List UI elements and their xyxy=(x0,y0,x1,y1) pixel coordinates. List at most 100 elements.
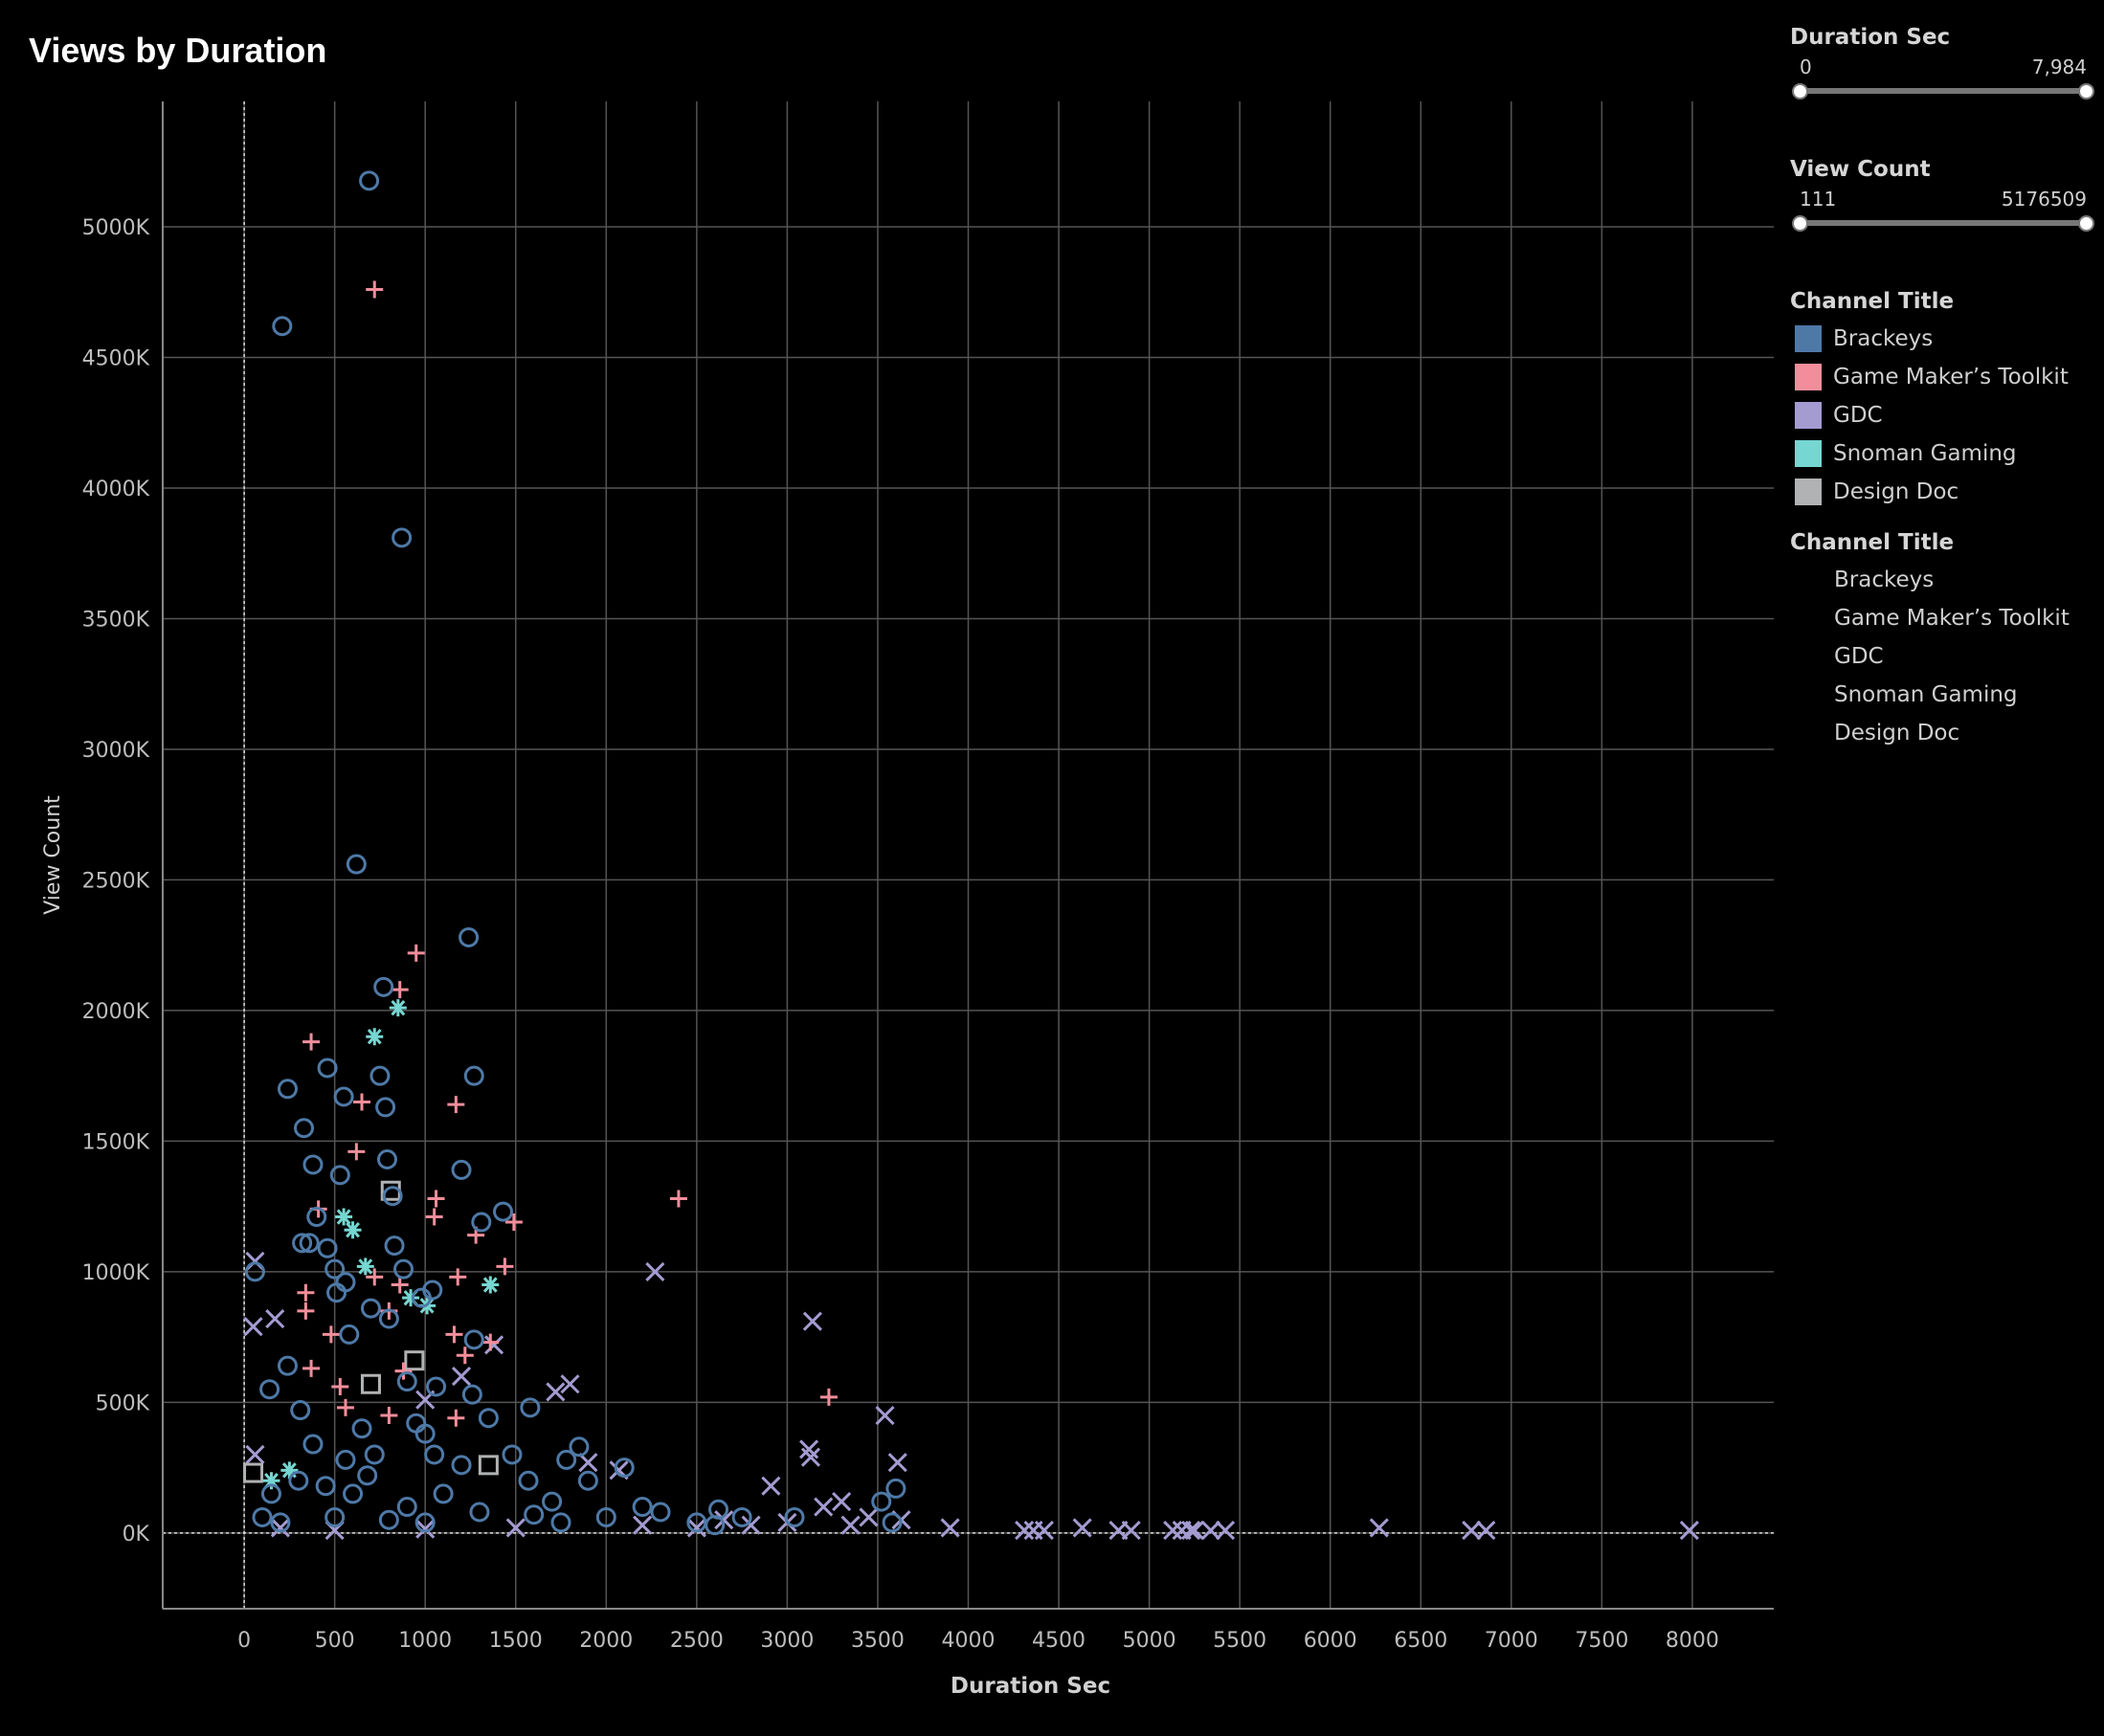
data-point-plus xyxy=(449,1268,467,1286)
data-point-circle xyxy=(577,1470,598,1491)
data-point-circle xyxy=(396,1497,417,1518)
shape-legend-item[interactable]: Game Maker’s Toolkit xyxy=(1834,606,2070,631)
legend-swatch xyxy=(1795,440,1822,467)
data-point-plus xyxy=(366,1268,384,1286)
axis-labels: 0 500 1000 1500 2000 2500 3000 3500 4000 4500 5000… xyxy=(41,216,1719,1699)
data-point-plus xyxy=(347,1143,366,1161)
slider-min-handle[interactable] xyxy=(1792,215,1808,232)
data-point-plus xyxy=(391,981,409,999)
legend-label: Game Maker’s Toolkit xyxy=(1833,365,2069,389)
data-point-x xyxy=(940,1518,960,1538)
shape-legend-item[interactable]: GDC xyxy=(1834,644,1884,669)
x-tick-label: 6000 xyxy=(1304,1629,1357,1653)
data-point-x xyxy=(1215,1521,1236,1541)
data-point-plus xyxy=(394,1362,413,1380)
scatter-plot: 0 500 1000 1500 2000 2500 3000 3500 4000 4500 5000… xyxy=(41,101,1774,1699)
shape-legend-item[interactable]: Snoman Gaming xyxy=(1834,682,2018,707)
y-tick-label: 0K xyxy=(123,1523,150,1547)
x-tick-label: 1500 xyxy=(489,1629,543,1653)
data-point-plus xyxy=(302,1359,321,1377)
data-point-plus xyxy=(407,944,425,962)
data-point-circle xyxy=(414,1512,436,1533)
legend-swatch xyxy=(1795,364,1822,390)
data-point-x xyxy=(840,1515,861,1535)
slider-max-handle[interactable] xyxy=(2078,83,2094,100)
data-point-circle xyxy=(360,1298,381,1319)
data-point-circle xyxy=(524,1504,545,1525)
data-point-asterisk xyxy=(262,1472,280,1490)
slider-max-handle[interactable] xyxy=(2078,215,2094,232)
data-point-plus xyxy=(427,1190,445,1208)
duration-filter-max: 7,984 xyxy=(2031,56,2087,78)
data-point-x xyxy=(1200,1521,1220,1541)
data-point-x xyxy=(714,1510,734,1530)
data-point-circle xyxy=(542,1491,563,1512)
data-point-x xyxy=(505,1518,526,1538)
y-tick-label: 2500K xyxy=(82,869,150,893)
data-point-x xyxy=(802,1311,822,1331)
viewcount-filter[interactable]: View Count 111 5176509 xyxy=(1790,157,2096,234)
data-point-circle xyxy=(293,1118,314,1139)
x-tick-label: 6500 xyxy=(1394,1629,1447,1653)
legend-item-designdoc[interactable]: Design Doc xyxy=(1790,473,2096,511)
data-point-circle xyxy=(502,1444,523,1465)
data-point-asterisk xyxy=(481,1276,500,1294)
data-point-circle xyxy=(471,1212,492,1233)
x-tick-label: 3000 xyxy=(760,1629,814,1653)
data-point-square xyxy=(478,1455,499,1476)
data-point-circle xyxy=(384,1235,405,1257)
legend-item-gmtk[interactable]: Game Maker’s Toolkit xyxy=(1790,358,2096,396)
data-point-circle xyxy=(426,1376,447,1397)
data-point-plus xyxy=(353,1093,371,1111)
viewcount-filter-title: View Count xyxy=(1790,157,1931,182)
data-point-circle xyxy=(299,1233,320,1254)
data-point-circle xyxy=(317,1057,338,1079)
data-point-circle xyxy=(614,1458,635,1479)
x-tick-label: 7500 xyxy=(1575,1629,1628,1653)
data-point-circle xyxy=(302,1154,324,1175)
data-point-circle xyxy=(277,1355,298,1376)
y-tick-label: 4000K xyxy=(82,478,150,501)
slider-min-handle[interactable] xyxy=(1792,83,1808,100)
data-point-plus xyxy=(297,1302,315,1320)
data-point-asterisk xyxy=(344,1221,362,1239)
data-point-plus xyxy=(496,1257,514,1276)
data-point-x xyxy=(1163,1521,1183,1541)
data-point-circle xyxy=(376,1149,397,1170)
data-point-circle xyxy=(270,1512,291,1533)
shape-legend-item[interactable]: Brackeys xyxy=(1834,568,1935,592)
data-point-asterisk xyxy=(389,999,407,1017)
data-point-x xyxy=(270,1518,290,1538)
data-point-x xyxy=(1015,1521,1035,1541)
y-tick-label: 2000K xyxy=(82,1000,150,1024)
data-point-x xyxy=(1034,1521,1054,1541)
data-point-circle xyxy=(451,1455,472,1476)
legend-item-brackeys[interactable]: Brackeys xyxy=(1790,320,2096,358)
data-point-x xyxy=(1121,1521,1141,1541)
duration-filter-title: Duration Sec xyxy=(1790,25,1951,50)
viewcount-range-slider[interactable] xyxy=(1790,211,2096,234)
data-point-plus xyxy=(504,1213,523,1232)
legend-item-snoman[interactable]: Snoman Gaming xyxy=(1790,434,2096,473)
legend-label: GDC xyxy=(1833,403,1883,428)
data-point-circle xyxy=(272,316,293,337)
data-point-asterisk xyxy=(335,1208,353,1226)
data-point-circle xyxy=(469,1502,490,1523)
y-tick-label: 1500K xyxy=(82,1130,150,1154)
data-point-x xyxy=(686,1518,706,1538)
data-point-plus xyxy=(481,1333,500,1351)
data-point-circle xyxy=(375,1097,396,1118)
data-point-circle xyxy=(550,1512,571,1533)
x-axis-title: Duration Sec xyxy=(951,1674,1110,1699)
data-point-circle xyxy=(335,1449,356,1470)
legend-item-gdc[interactable]: GDC xyxy=(1790,396,2096,434)
data-point-x xyxy=(1462,1521,1482,1541)
data-point-circle xyxy=(556,1449,577,1470)
duration-range-slider[interactable] xyxy=(1790,78,2096,101)
data-point-plus xyxy=(445,1325,463,1344)
shape-legend-item[interactable]: Design Doc xyxy=(1834,721,1960,746)
data-point-circle xyxy=(277,1079,298,1100)
duration-filter[interactable]: Duration Sec 0 7,984 xyxy=(1790,25,2096,101)
data-point-circle xyxy=(731,1506,752,1527)
legend-label: Brackeys xyxy=(1833,326,1934,351)
